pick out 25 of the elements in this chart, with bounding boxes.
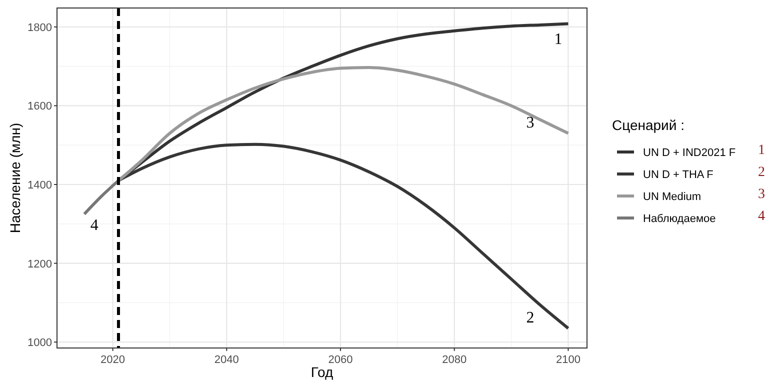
y-tick-label: 1800 — [28, 22, 52, 34]
text: 4 — [758, 209, 765, 224]
y-axis-title: Население (млн) — [7, 122, 23, 234]
x-axis-title: Год — [310, 364, 334, 380]
annotation: 1 — [554, 30, 562, 48]
annotation: 2 — [526, 309, 534, 326]
x-tick-label: 2100 — [556, 354, 580, 366]
y-tick-label: 1000 — [28, 337, 52, 350]
legend-label: UN Medium — [643, 191, 702, 203]
x-tick-label: 2020 — [100, 354, 126, 366]
x-tick-label: 2040 — [214, 354, 239, 366]
x-tick-label: 2080 — [442, 354, 467, 366]
y-tick-label: 1200 — [28, 258, 52, 270]
legend-label: Наблюдаемое — [643, 213, 716, 225]
legend-label: UN D + THA F — [643, 169, 714, 181]
legend-title: Сценарий : — [612, 117, 684, 133]
annotation: 3 — [526, 114, 534, 132]
annotation: 4 — [90, 217, 98, 234]
y-tick-label: 1400 — [28, 180, 52, 192]
text: 2 — [758, 165, 765, 180]
y-tick-label: 1600 — [28, 100, 52, 113]
legend-label: UN D + IND2021 F — [643, 147, 736, 159]
text: 1 — [758, 143, 765, 158]
text: 3 — [758, 187, 765, 202]
x-tick-label: 2060 — [328, 354, 353, 366]
